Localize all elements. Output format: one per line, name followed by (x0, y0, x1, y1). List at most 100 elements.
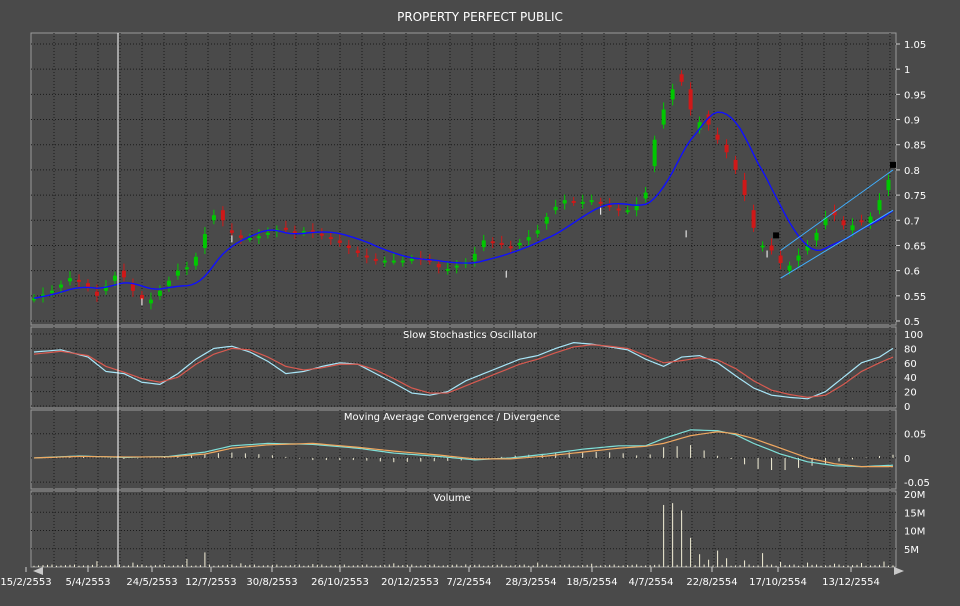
candle-body (562, 200, 567, 204)
candle-body (499, 242, 504, 245)
candle-body (634, 204, 639, 211)
scroll-left-button[interactable] (33, 567, 43, 575)
x-tick-label: 17/10/2554 (749, 577, 807, 588)
stochastic-title: Slow Stochastics Oscillator (403, 330, 538, 341)
stochastic-tick-label: 0 (904, 402, 910, 413)
price-tick-label: 0.55 (904, 292, 926, 303)
candle-body (445, 268, 450, 271)
candle-body (742, 179, 747, 196)
price-tick-label: 0.8 (904, 166, 920, 177)
candle-body (805, 245, 810, 251)
candle-body (229, 230, 234, 233)
candle-body (67, 278, 72, 282)
candle-body (535, 230, 540, 234)
volume-tick-label: 5M (904, 545, 919, 556)
candle-body (328, 237, 333, 240)
grid-lines (31, 33, 896, 567)
candle-body (670, 89, 675, 100)
candle-body (778, 255, 783, 264)
candle-body (139, 294, 144, 300)
volume-title: Volume (433, 493, 470, 504)
price-tick-label: 0.7 (904, 216, 920, 227)
candle-body (148, 299, 153, 304)
macd-title: Moving Average Convergence / Divergence (344, 412, 560, 423)
candle-body (76, 279, 81, 282)
candle-body (598, 201, 603, 204)
candle-body (697, 122, 702, 130)
candle-body (184, 267, 189, 270)
candle-body (112, 275, 117, 281)
scroll-right-button[interactable] (894, 567, 904, 575)
candle-body (238, 235, 243, 238)
candle-body (454, 265, 459, 268)
candle-body (157, 290, 162, 296)
macd-tick-label: 0.05 (904, 430, 926, 441)
x-tick-label: 12/7/2553 (185, 577, 236, 588)
stochastic-tick-label: 20 (904, 388, 917, 399)
candle-body (526, 237, 531, 241)
candle-body (886, 179, 891, 191)
candle-body (256, 236, 261, 239)
candle-body (679, 74, 684, 82)
candle-body (427, 259, 432, 262)
macd-signal-line (33, 431, 893, 468)
stochastic-tick-label: 80 (904, 344, 917, 355)
price-candles (32, 70, 896, 310)
price-tick-label: 0.5 (904, 317, 920, 328)
candle-body (751, 210, 756, 228)
candle-body (544, 216, 549, 224)
x-tick-label: 5/4/2553 (66, 577, 111, 588)
scroll-left-icon (33, 567, 43, 575)
candle-body (346, 245, 351, 248)
candle-body (652, 139, 657, 167)
candle-body (220, 210, 225, 221)
candle-body (553, 206, 558, 211)
candle-body (265, 232, 270, 235)
price-tick-label: 0.9 (904, 116, 920, 127)
candle-body (292, 231, 297, 234)
candle-body (85, 283, 90, 288)
moving-average-line (33, 111, 894, 300)
price-tick-label: 1 (904, 65, 910, 76)
candle-body (58, 284, 63, 288)
candle-body (589, 200, 594, 203)
marker-square (890, 161, 896, 168)
x-tick-label: 30/8/2553 (246, 577, 297, 588)
candle-body (472, 253, 477, 261)
price-tick-label: 0.95 (904, 90, 926, 101)
candle-body (94, 291, 99, 296)
x-tick-label: 22/8/2554 (686, 577, 737, 588)
trend-channel-lower (780, 209, 894, 279)
candle-body (760, 245, 765, 248)
candle-body (130, 284, 135, 291)
macd-tick-label: 0 (904, 454, 910, 465)
candle-body (850, 225, 855, 231)
stochastic-tick-label: 100 (904, 330, 923, 341)
price-tick-label: 1.05 (904, 40, 926, 51)
candle-body (166, 280, 171, 286)
candle-body (688, 89, 693, 110)
candle-body (859, 220, 864, 223)
marker-square (773, 232, 780, 239)
candle-body (724, 144, 729, 153)
volume-tick-label: 20M (904, 490, 925, 501)
candle-body (391, 260, 396, 263)
candle-body (706, 114, 711, 125)
candle-body (490, 241, 495, 244)
candle-body (121, 270, 126, 278)
candle-body (661, 109, 666, 125)
candle-body (814, 232, 819, 241)
candle-body (355, 250, 360, 254)
candle-body (643, 192, 648, 199)
macd-line (33, 429, 894, 468)
candle-body (796, 255, 801, 261)
candle-body (382, 260, 387, 263)
candle-body (733, 159, 738, 170)
candle-body (211, 215, 216, 221)
stochastic-panel (30, 326, 897, 409)
candle-body (436, 263, 441, 268)
candle-body (40, 294, 45, 297)
candle-body (193, 256, 198, 266)
